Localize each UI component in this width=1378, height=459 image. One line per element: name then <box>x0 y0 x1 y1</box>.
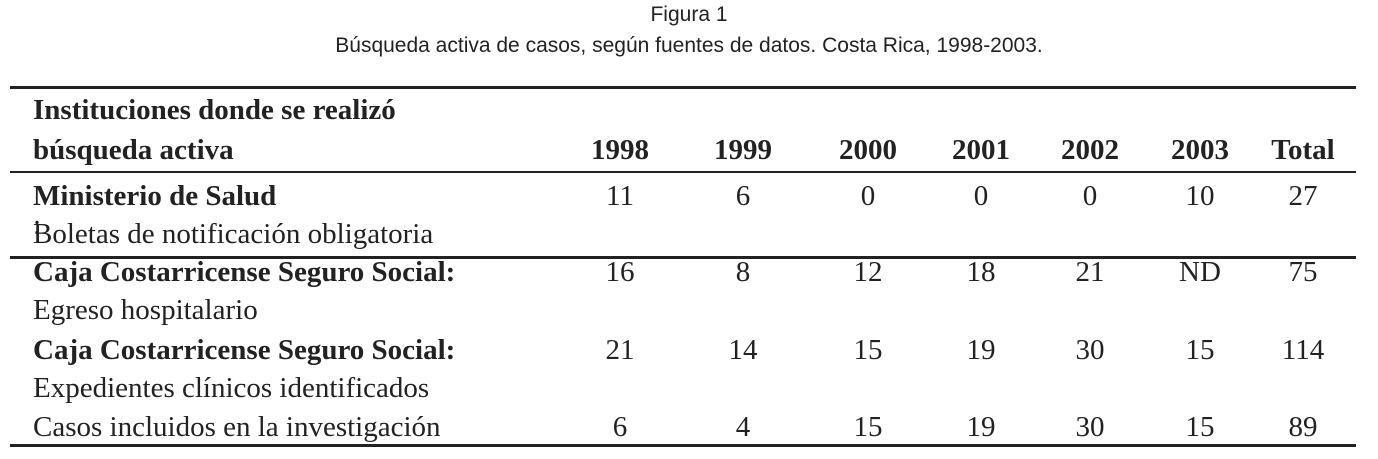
cell-value: 8 <box>735 256 751 288</box>
column-header: Total <box>1271 134 1335 166</box>
rule-bottom <box>10 444 1356 447</box>
cell-value: 21 <box>1075 256 1105 288</box>
row-detail: Expedientes clínicos identificados <box>33 372 430 404</box>
rule-top <box>10 86 1356 89</box>
cell-value: 14 <box>728 334 758 366</box>
cell-value: 89 <box>1288 411 1318 443</box>
cell-value: 4 <box>735 411 751 443</box>
rule-row <box>10 256 1356 259</box>
column-header: 2001 <box>952 134 1010 166</box>
row-name: Ministerio de Salud: <box>33 182 276 240</box>
cell-value: 15 <box>1185 411 1215 443</box>
column-header: 2000 <box>839 134 897 166</box>
label-header: Instituciones donde se realizó <box>33 94 396 126</box>
cell-value: 0 <box>860 180 876 212</box>
cell-value: 6 <box>735 180 751 212</box>
row-label: Casos incluidos en la investigación <box>33 411 441 443</box>
row-name: Caja Costarricense Seguro Social: <box>33 334 456 366</box>
figure-subtitle: Búsqueda activa de casos, según fuentes … <box>335 34 1043 57</box>
rule-header <box>10 171 1356 173</box>
row-detail: Boletas de notificación obligatoria <box>33 218 434 250</box>
column-header: 2003 <box>1171 134 1229 166</box>
row-name-suffix: : <box>33 209 42 241</box>
cell-value: 6 <box>612 411 628 443</box>
cell-value: 75 <box>1288 256 1318 288</box>
label-header: búsqueda activa <box>33 134 234 166</box>
column-header: 1998 <box>591 134 649 166</box>
cell-value: 27 <box>1288 180 1318 212</box>
cell-value: 19 <box>966 334 996 366</box>
cell-value: 15 <box>853 411 883 443</box>
cell-value: 11 <box>606 180 634 212</box>
cell-value: 12 <box>853 256 883 288</box>
cell-value: 15 <box>853 334 883 366</box>
cell-value: ND <box>1179 256 1221 288</box>
column-header: 2002 <box>1061 134 1119 166</box>
cell-value: 30 <box>1075 334 1105 366</box>
cell-value: 18 <box>966 256 996 288</box>
cell-value: 0 <box>1082 180 1098 212</box>
cell-value: 21 <box>605 334 635 366</box>
figure-title: Figura 1 <box>650 3 728 26</box>
cell-value: 15 <box>1185 334 1215 366</box>
column-header: 1999 <box>714 134 772 166</box>
cell-value: 16 <box>605 256 635 288</box>
cell-value: 19 <box>966 411 996 443</box>
cell-value: 0 <box>973 180 989 212</box>
row-detail: Egreso hospitalario <box>33 294 258 326</box>
cell-value: 114 <box>1281 334 1325 366</box>
row-name: Ministerio de Salud <box>33 180 277 212</box>
cell-value: 30 <box>1075 411 1105 443</box>
row-name: Caja Costarricense Seguro Social: <box>33 256 456 288</box>
cell-value: 10 <box>1185 180 1215 212</box>
